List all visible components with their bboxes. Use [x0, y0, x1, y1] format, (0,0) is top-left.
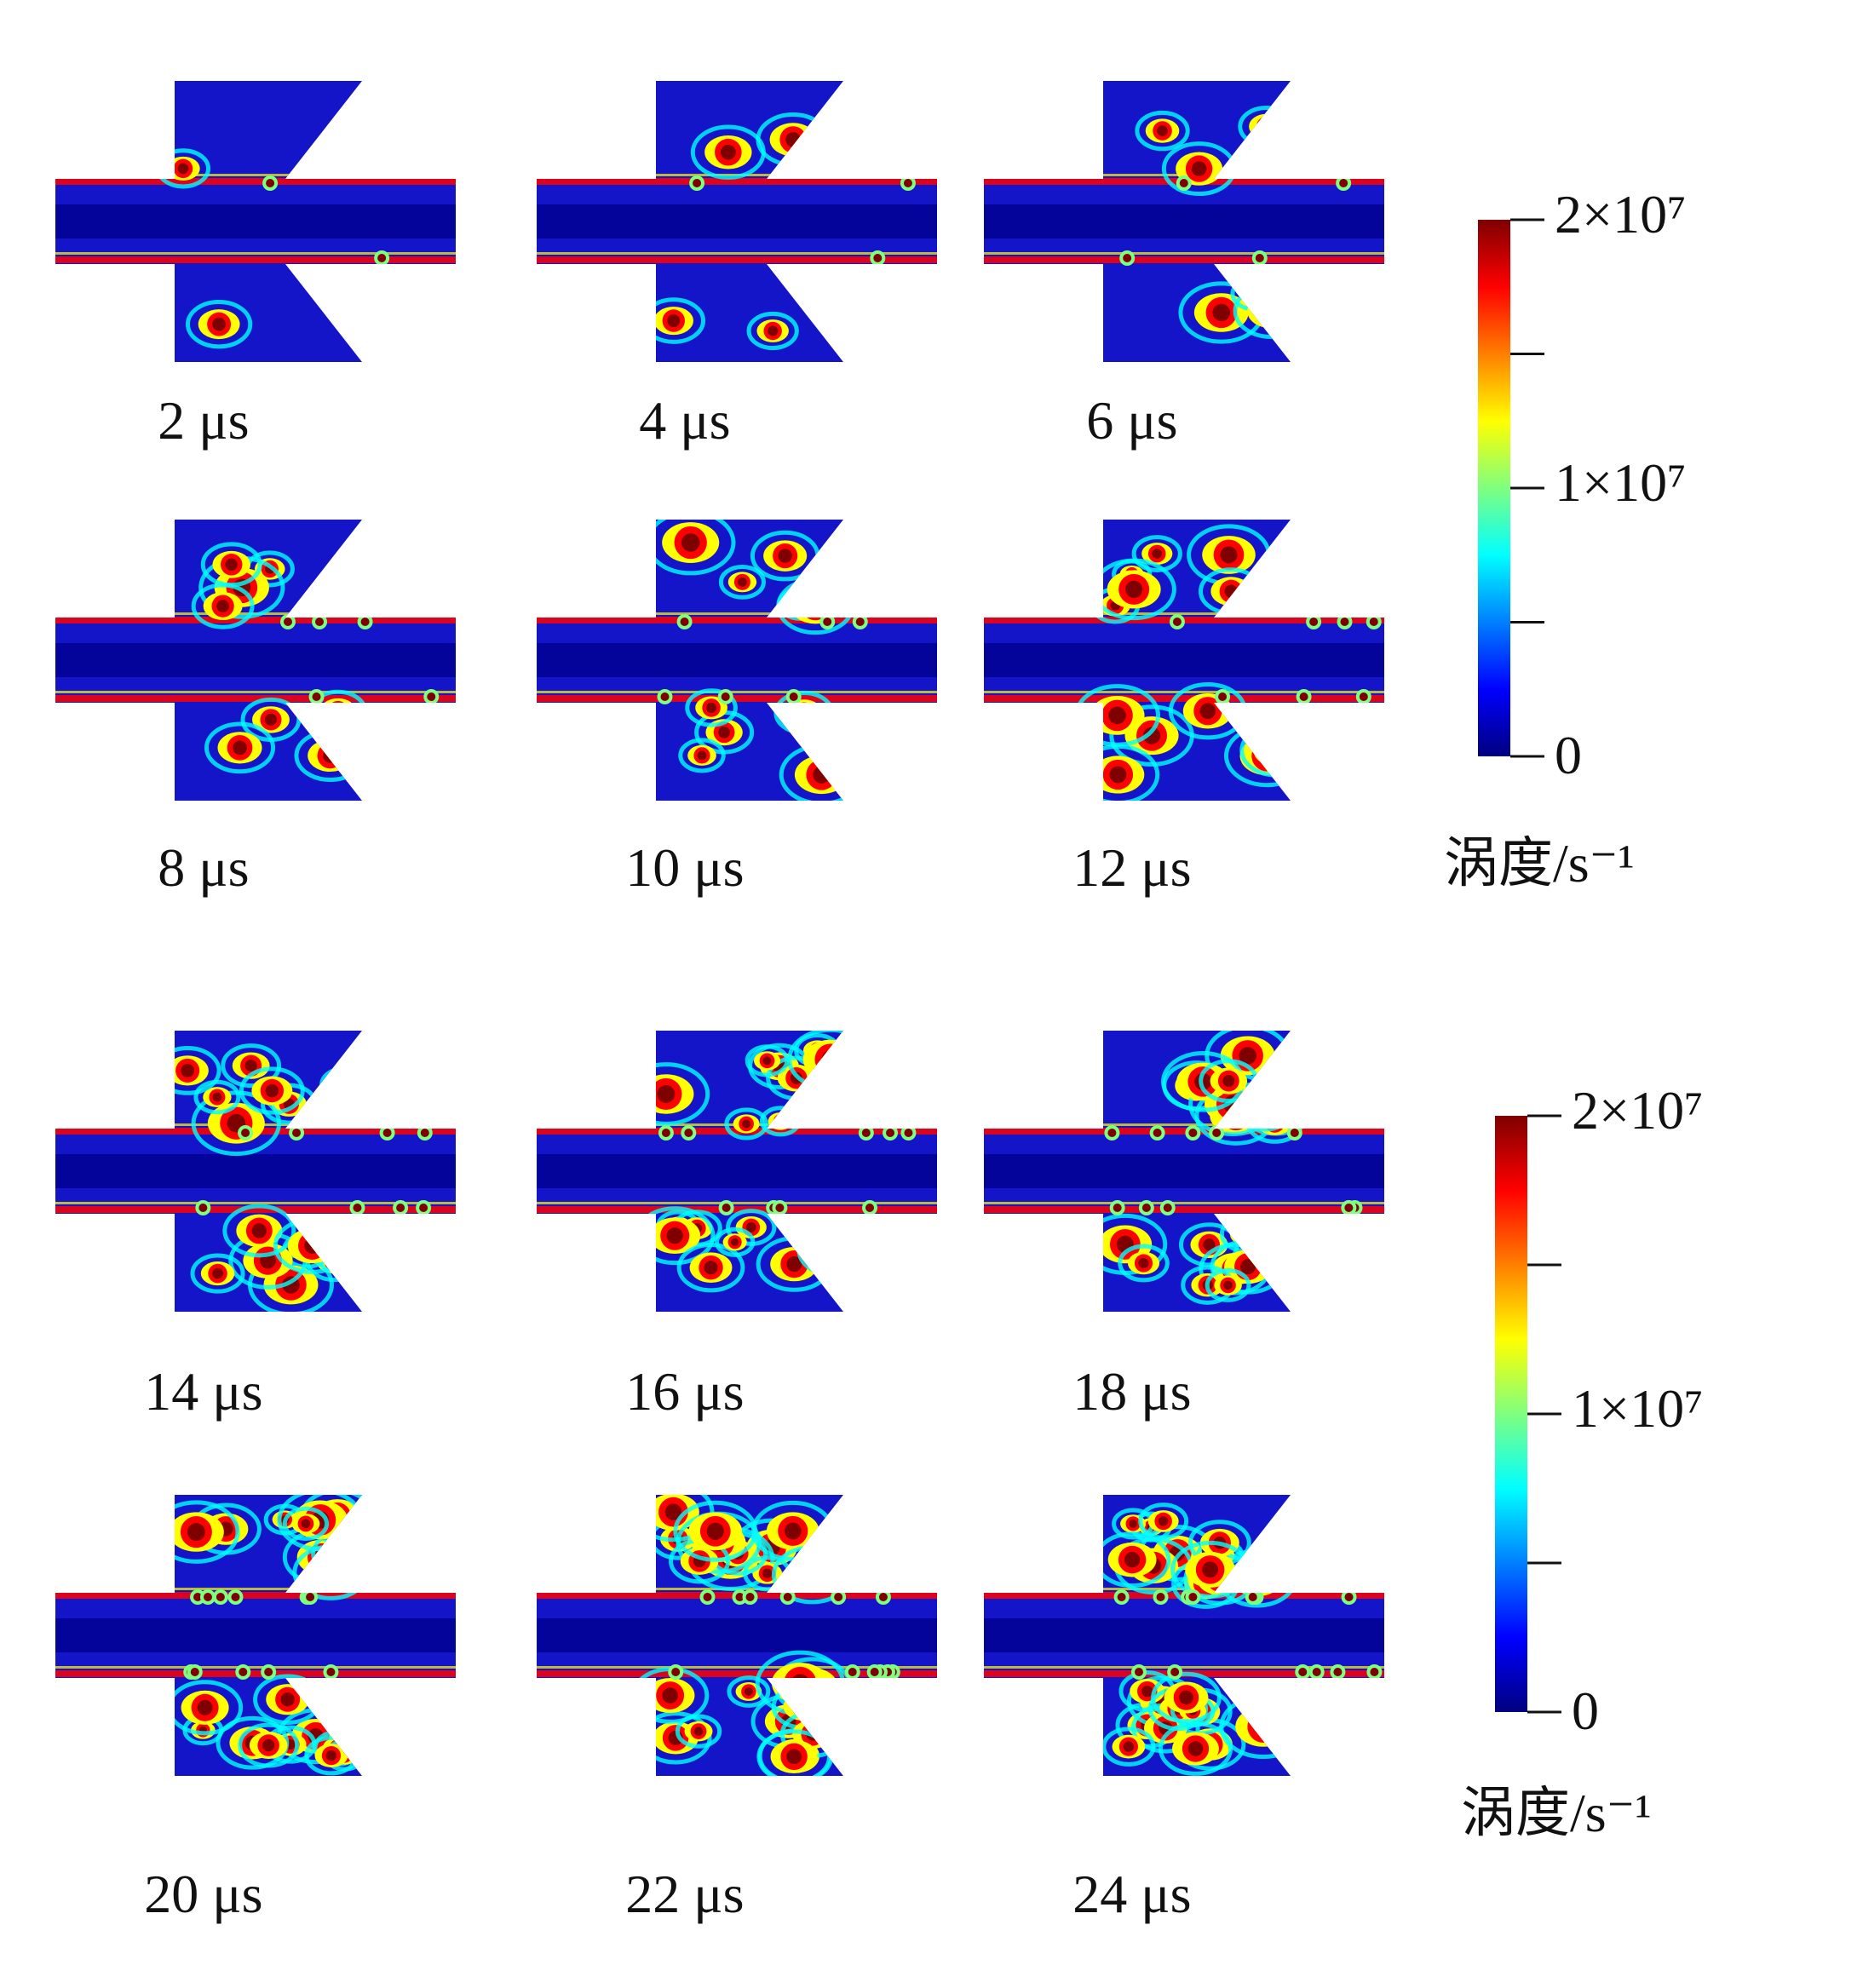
colorbar-tick-label: 2×10⁷	[1555, 184, 1686, 244]
vorticity-panel	[537, 1031, 937, 1312]
colorbars: 2×10⁷ 1×10⁷ 0 涡度/s⁻¹ 2×10⁷ 1×10⁷ 0 涡度/s⁻¹	[1444, 184, 1703, 1843]
colorbar-tick-label: 2×10⁷	[1572, 1080, 1703, 1141]
colorbar-tick-label: 0	[1572, 1681, 1599, 1741]
vorticity-panel	[55, 1031, 456, 1312]
time-label: 12 μs	[1072, 837, 1191, 898]
colorbar-title: 涡度/s⁻¹	[1444, 833, 1635, 893]
vorticity-panel	[537, 81, 937, 362]
colorbar: 2×10⁷ 1×10⁷ 0 涡度/s⁻¹	[1444, 184, 1686, 893]
colorbar-tick-label: 1×10⁷	[1572, 1378, 1703, 1439]
panel-grid	[55, 81, 1384, 1776]
colorbar-title: 涡度/s⁻¹	[1461, 1783, 1652, 1843]
colorbar-tick-label: 0	[1555, 725, 1582, 785]
time-label: 14 μs	[144, 1361, 262, 1422]
time-labels: 2 μs 4 μs 6 μs 8 μs 10 μs 12 μs 14 μs 16 μs 18 μ…	[144, 390, 1191, 1924]
vorticity-panel	[984, 81, 1384, 362]
vorticity-panel	[984, 520, 1384, 801]
time-label: 20 μs	[144, 1864, 262, 1924]
colorbar: 2×10⁷ 1×10⁷ 0 涡度/s⁻¹	[1461, 1080, 1703, 1843]
vorticity-panel	[984, 1495, 1384, 1776]
colorbar-gradient	[1478, 220, 1510, 756]
vorticity-panel	[55, 81, 456, 362]
vorticity-panel	[55, 520, 456, 801]
vorticity-panel	[537, 1495, 937, 1776]
vorticity-panel	[55, 1495, 456, 1776]
vorticity-panel	[984, 1031, 1384, 1312]
time-label: 2 μs	[158, 390, 249, 451]
time-label: 4 μs	[639, 390, 730, 451]
colorbar-gradient	[1495, 1116, 1527, 1712]
time-label: 24 μs	[1072, 1864, 1191, 1924]
time-label: 22 μs	[625, 1864, 744, 1924]
time-label: 6 μs	[1086, 390, 1177, 451]
time-label: 8 μs	[158, 837, 249, 898]
time-label: 18 μs	[1072, 1361, 1191, 1422]
time-label: 10 μs	[625, 837, 744, 898]
colorbar-tick-label: 1×10⁷	[1555, 452, 1686, 513]
vorticity-panel	[537, 520, 937, 801]
time-label: 16 μs	[625, 1361, 744, 1422]
